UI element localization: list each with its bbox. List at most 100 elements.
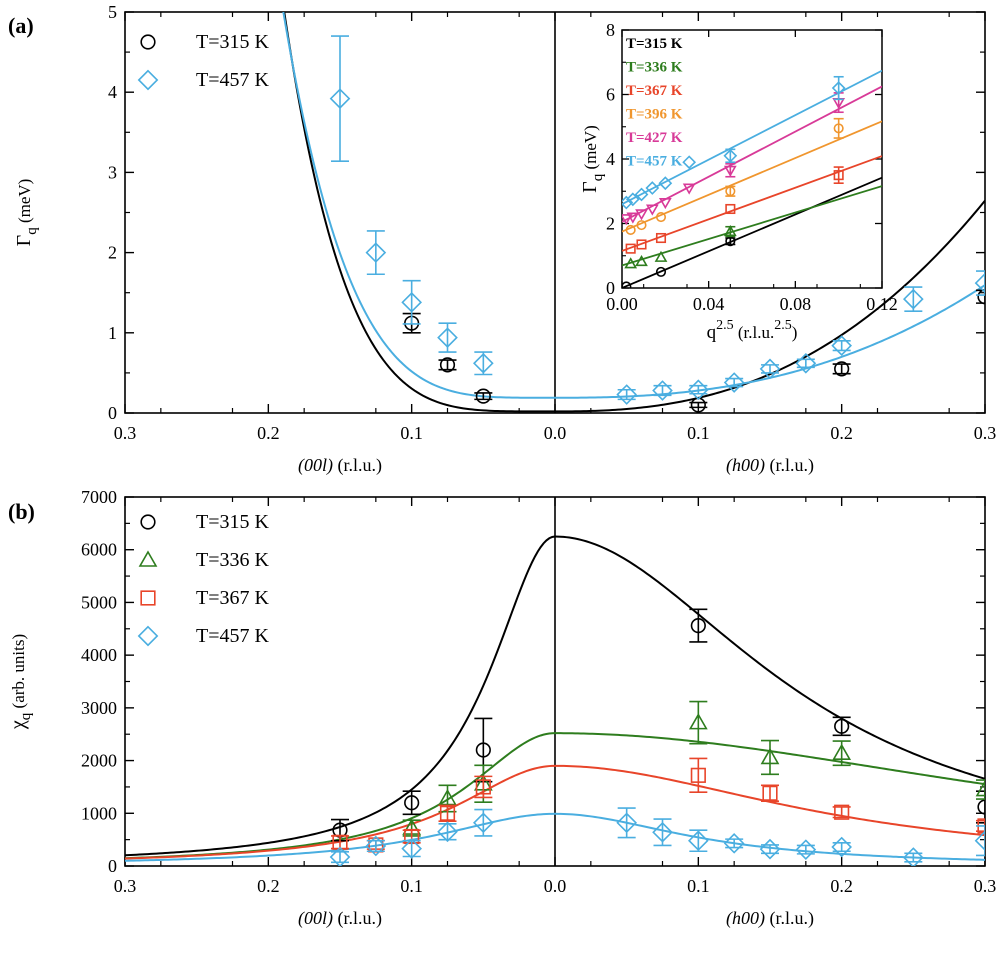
y-tick-label: 5 xyxy=(108,2,117,22)
x-tick-label: 0.0 xyxy=(544,876,567,896)
data-point-t-457-k xyxy=(473,812,494,834)
data-point-t-457-k xyxy=(401,291,422,313)
data-point-t-457-k xyxy=(723,833,745,854)
inset-data-point-t-336-k xyxy=(624,257,638,269)
data-point-t-457-k xyxy=(329,88,351,109)
inset-y-tick-label: 8 xyxy=(606,20,615,40)
legend-marker-t-315-k xyxy=(140,514,156,530)
fit-curve-left-t-315-k xyxy=(125,535,556,857)
y-tick-label: 7000 xyxy=(81,487,117,507)
data-point-t-315-k xyxy=(475,388,491,404)
inset-data-point-t-457-k xyxy=(634,187,649,202)
data-point-t-336-k xyxy=(760,747,780,765)
inset-x-tick-label: 0.12 xyxy=(866,294,898,314)
y-tick-label: 1 xyxy=(108,323,117,343)
data-point-t-315-k xyxy=(690,618,706,634)
data-point-t-457-k xyxy=(437,327,458,348)
x-axis-label-right: (h00) (r.l.u.) xyxy=(726,455,814,476)
inset-legend-label-t-367-k: T=367 K xyxy=(626,83,683,99)
data-point-t-457-k xyxy=(652,821,673,843)
data-point-t-457-k xyxy=(365,242,387,263)
y-tick-label: 3 xyxy=(108,162,117,182)
y-tick-label: 3000 xyxy=(81,698,117,718)
inset-data-point-t-336-k xyxy=(654,250,668,262)
legend-label-t-315-k: T=315 K xyxy=(196,511,269,533)
inset-data-point-t-396-k xyxy=(636,220,647,231)
x-tick-label: 0.1 xyxy=(400,423,423,443)
data-point-t-457-k xyxy=(974,830,985,852)
data-point-t-457-k xyxy=(831,335,852,356)
legend-label-t-336-k: T=336 K xyxy=(196,549,269,571)
y-tick-label: 0 xyxy=(108,856,117,876)
x-tick-label: 0.3 xyxy=(114,423,137,443)
x-tick-label: 0.2 xyxy=(257,876,280,896)
legend-marker-t-457-k xyxy=(137,69,159,91)
data-point-t-315-k xyxy=(439,357,456,373)
inset-frame xyxy=(621,29,883,289)
inset-y-tick-label: 6 xyxy=(606,85,615,105)
x-axis-label-right: (h00) (r.l.u.) xyxy=(726,908,814,929)
inset-data-point-t-457-k xyxy=(723,148,738,163)
inset-data-point-t-336-k xyxy=(635,254,648,267)
x-tick-label: 0.2 xyxy=(830,423,853,443)
x-tick-label: 0.2 xyxy=(830,876,853,896)
y-axis-label: Γq (meV) xyxy=(13,179,40,247)
inset-data-point-t-427-k xyxy=(626,212,640,224)
data-point-t-457-k xyxy=(473,352,494,374)
plot-area xyxy=(282,12,985,413)
inset-data-point-t-427-k xyxy=(635,209,648,221)
inset-x-tick-label: 0.08 xyxy=(780,294,812,314)
data-point-t-315-k xyxy=(834,361,850,377)
inset-y-tick-label: 2 xyxy=(606,214,615,234)
data-point-t-315-k xyxy=(834,718,850,734)
data-point-t-367-k xyxy=(332,834,348,850)
inset-data-point-t-457-k xyxy=(831,81,846,95)
inset-data-point-t-457-k xyxy=(645,181,660,195)
legend-marker-t-336-k xyxy=(138,550,158,567)
data-point-t-367-k xyxy=(762,785,778,801)
inset-data-point-t-367-k xyxy=(833,170,844,181)
legend-marker-t-315-k xyxy=(140,34,156,50)
y-tick-label: 4 xyxy=(108,82,117,102)
data-point-t-457-k xyxy=(795,839,817,860)
data-point-t-457-k xyxy=(688,379,709,401)
inset-data-point-t-396-k xyxy=(833,123,844,134)
inset-data-point-t-367-k xyxy=(636,239,647,250)
data-point-t-457-k xyxy=(795,352,817,374)
inset-data-point-t-396-k xyxy=(725,186,736,197)
y-tick-label: 4000 xyxy=(81,645,117,665)
inset-legend-label-t-427-k: T=427 K xyxy=(626,130,683,146)
inset-data-point-t-367-k xyxy=(625,243,636,254)
legend-label-t-457-k: T=457 K xyxy=(196,69,269,91)
data-point-t-315-k xyxy=(977,799,985,815)
data-point-t-457-k xyxy=(723,372,745,393)
inset-fit-line-t-336-k xyxy=(622,185,882,267)
inset-y-tick-label: 0 xyxy=(606,278,615,298)
data-point-t-457-k xyxy=(652,380,673,401)
inset-data-point-t-367-k xyxy=(725,203,736,215)
inset-data-point-t-427-k xyxy=(723,165,737,177)
plot-area xyxy=(125,535,985,866)
y-tick-label: 0 xyxy=(108,403,117,423)
x-tick-label: 0.1 xyxy=(687,423,710,443)
data-point-t-457-k xyxy=(903,288,924,310)
inset-x-axis-label: q2.5 (r.l.u.2.5) xyxy=(707,318,798,343)
inset-legend-label-t-396-k: T=396 K xyxy=(626,107,683,123)
inset-data-point-t-336-k xyxy=(723,224,737,237)
inset-data-point-t-427-k xyxy=(622,214,633,226)
y-axis-label: χq (arb. units) xyxy=(7,634,34,730)
data-point-t-367-k xyxy=(439,805,456,821)
inset-plot-area xyxy=(622,69,882,288)
inset-legend-label-t-457-k: T=457 K xyxy=(626,154,683,170)
data-point-t-457-k xyxy=(329,846,351,866)
data-point-t-457-k xyxy=(365,835,387,857)
data-point-t-457-k xyxy=(903,847,924,866)
data-point-t-457-k xyxy=(759,358,781,380)
x-tick-label: 0.1 xyxy=(687,876,710,896)
x-tick-label: 0.2 xyxy=(257,423,280,443)
inset-legend-label-t-336-k: T=336 K xyxy=(626,60,683,76)
data-point-t-336-k xyxy=(438,788,457,806)
inset-data-point-t-457-k xyxy=(682,155,697,170)
